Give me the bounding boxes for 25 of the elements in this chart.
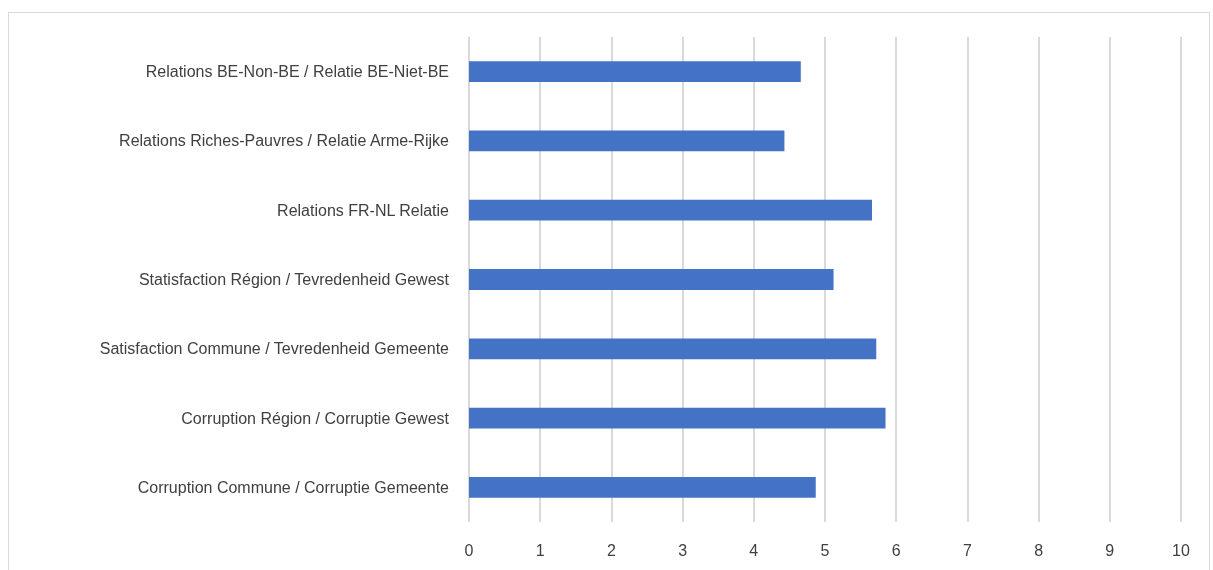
y-tick-label: Statisfaction Région / Tevredenheid Gewest — [138, 271, 450, 288]
x-tick-label: 5 — [820, 541, 830, 559]
y-tick-label: Corruption Région / Corruptie Gewest — [181, 409, 450, 427]
bar — [469, 476, 816, 498]
x-tick-label: 7 — [962, 541, 972, 559]
x-tick-label: 10 — [1172, 541, 1190, 559]
y-tick-label: Relations FR-NL Relatie — [277, 201, 450, 219]
y-tick-label: Relations BE-Non-BE / Relatie BE-Niet-BE — [145, 63, 449, 81]
bar — [469, 130, 785, 152]
y-tick-label: Relations Riches-Pauvres / Relatie Arme-Rijke — [119, 132, 450, 150]
bar — [469, 269, 834, 290]
y-tick-label: Satisfaction Commune / Tevredenheid Gemeente — [99, 340, 450, 358]
x-tick-label: 9 — [1105, 541, 1115, 559]
bar — [469, 61, 801, 83]
x-tick-label: 6 — [891, 541, 901, 559]
bar — [469, 199, 872, 221]
x-tick-label: 0 — [464, 541, 474, 559]
bar — [469, 338, 877, 360]
x-tick-label: 1 — [535, 541, 545, 559]
bar — [469, 407, 886, 429]
x-tick-label: 4 — [749, 541, 759, 559]
x-tick-label: 8 — [1034, 541, 1044, 559]
x-tick-label: 2 — [606, 541, 616, 559]
x-tick-label: 3 — [678, 541, 688, 559]
y-tick-label: Corruption Commune / Corruptie Gemeente — [137, 478, 450, 496]
